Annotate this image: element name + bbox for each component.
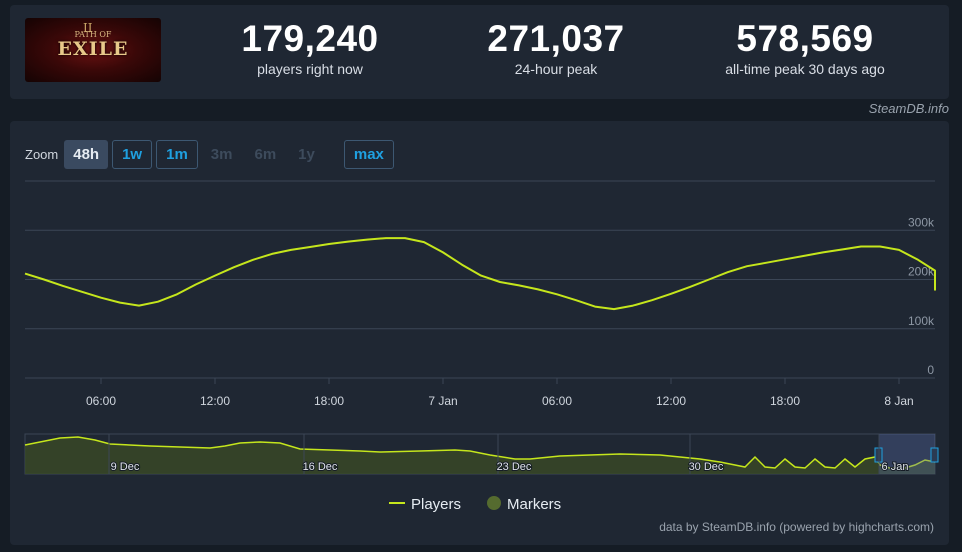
header-bar: II PATH OF EXILE 179,240 players right n… (10, 5, 949, 99)
navigator-area (25, 437, 935, 474)
x-tick-label: 12:00 (656, 394, 686, 408)
navigator-line (24, 436, 936, 469)
x-tick-label: 7 Jan (428, 394, 457, 408)
zoom-button-1m[interactable]: 1m (156, 139, 198, 169)
y-tick-label: 0 (927, 363, 934, 377)
stat-value: 179,240 (241, 18, 379, 59)
y-tick-label: 100k (908, 314, 935, 328)
navigator-selection (879, 434, 935, 474)
zoom-button-1w[interactable]: 1w (112, 139, 153, 169)
stat-all-time-peak: 578,569 all-time peak 30 days ago (685, 18, 925, 78)
zoom-button-48h[interactable]: 48h (64, 139, 109, 169)
y-tick-label: 300k (908, 215, 935, 229)
zoom-button-1y: 1y (298, 145, 315, 163)
stat-24h-peak: 271,037 24-hour peak (446, 18, 666, 78)
stat-label: all-time peak 30 days ago (725, 61, 885, 77)
x-tick-label: 12:00 (200, 394, 230, 408)
logo-main-text: EXILE (57, 38, 129, 60)
y-tick-label: 200k (908, 265, 935, 279)
logo-numeral: II (83, 21, 93, 35)
legend-markers-label[interactable]: Markers (507, 496, 561, 513)
zoom-button-3m: 3m (210, 145, 233, 163)
zoom-controls: Zoom 48h 1w 1m 3m 6m 1y max (25, 139, 398, 169)
zoom-label: Zoom (25, 146, 59, 162)
players-series-line (24, 237, 936, 311)
x-tick-label: 06:00 (542, 394, 572, 408)
x-tick-label: 18:00 (314, 394, 344, 408)
zoom-button-max[interactable]: max (343, 139, 394, 169)
zoom-button-6m: 6m (254, 145, 277, 163)
navigator-date-label: 16 Dec (303, 461, 338, 473)
navigator-date-label: 6 Jan (882, 461, 909, 473)
navigator-handle-right (930, 447, 939, 463)
highcharts-credit[interactable]: data by SteamDB.info (powered by highcha… (659, 520, 934, 534)
navigator-date-label: 30 Dec (689, 461, 724, 473)
stat-label: players right now (257, 61, 363, 77)
game-logo[interactable]: II PATH OF EXILE (25, 18, 161, 82)
legend-players-label[interactable]: Players (411, 496, 461, 513)
stat-value: 578,569 (736, 18, 874, 59)
steamdb-credit-link[interactable]: SteamDB.info (868, 101, 949, 116)
x-tick-label: 06:00 (86, 394, 116, 408)
stat-value: 271,037 (487, 18, 625, 59)
navigator-date-label: 9 Dec (111, 461, 140, 473)
logo-small-text: PATH OF (74, 30, 112, 39)
navigator-date-label: 23 Dec (497, 461, 532, 473)
x-tick-label: 8 Jan (884, 394, 913, 408)
x-tick-label: 18:00 (770, 394, 800, 408)
legend-markers-swatch (487, 496, 501, 510)
stat-current-players: 179,240 players right now (200, 18, 420, 78)
stat-label: 24-hour peak (514, 61, 598, 77)
